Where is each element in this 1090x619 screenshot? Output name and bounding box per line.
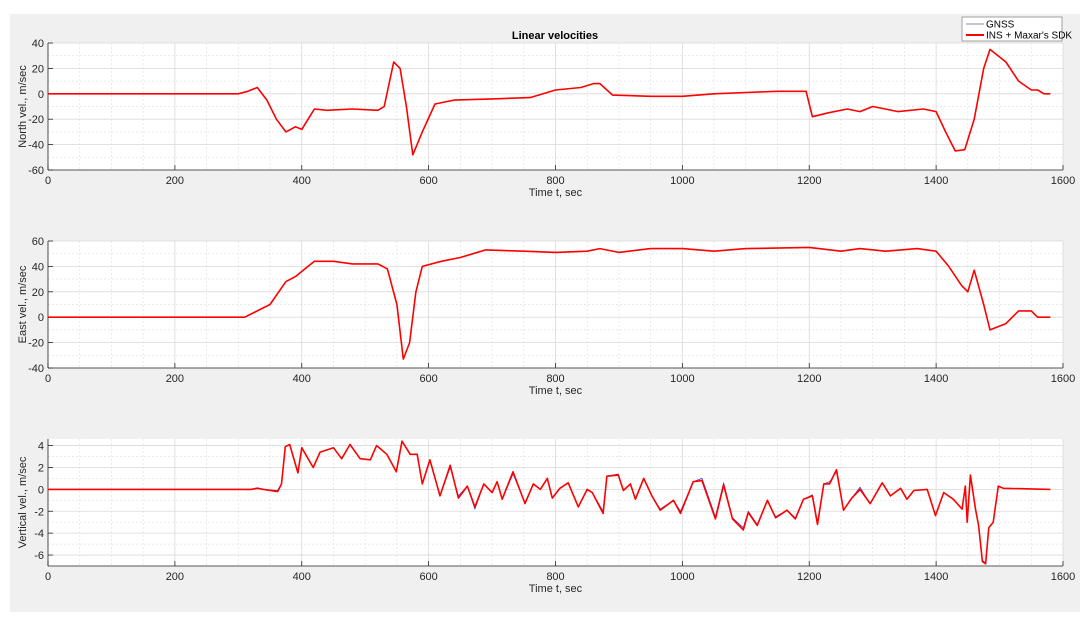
y-tick-label: -6 xyxy=(34,550,44,562)
y-tick-label: 4 xyxy=(38,441,44,453)
legend-gnss-label: GNSS xyxy=(986,20,1015,31)
x-tick-label: 0 xyxy=(45,175,51,187)
y-tick-label: -20 xyxy=(28,114,44,126)
y-tick-label: 40 xyxy=(32,261,44,273)
x-tick-label: 200 xyxy=(166,373,184,385)
y-tick-label: 20 xyxy=(32,63,44,75)
y-tick-label: 60 xyxy=(32,236,44,248)
x-tick-label: 1200 xyxy=(797,571,821,583)
y-tick-label: 0 xyxy=(38,484,44,496)
series-ins-line xyxy=(48,440,1051,565)
y-tick-label: -40 xyxy=(28,363,44,375)
x-tick-label: 1400 xyxy=(924,175,948,187)
series-ins-line xyxy=(48,48,1051,156)
y-tick-label: 20 xyxy=(32,287,44,299)
axes-1: 0 200 400 600 800 1000 1200 1400 1600 -60 -40 -20 0 2… xyxy=(17,38,1075,199)
series-ins-line xyxy=(48,246,1051,360)
x-tick-label: 1200 xyxy=(797,175,821,187)
y-axis-label: Vertical vel., m/sec xyxy=(17,456,29,548)
legend-box xyxy=(961,16,1063,42)
x-tick-label: 0 xyxy=(45,571,51,583)
x-tick-label: 1400 xyxy=(924,571,948,583)
x-tick-label: 1600 xyxy=(1051,571,1075,583)
y-tick-label: -20 xyxy=(28,338,44,350)
x-axis-label: Time t, sec xyxy=(529,385,583,397)
y-axis-label: North vel., m/sec xyxy=(17,65,29,148)
y-tick-label: -4 xyxy=(34,528,44,540)
x-tick-label: 200 xyxy=(166,175,184,187)
y-tick-label: 40 xyxy=(32,38,44,50)
y-tick-label: 2 xyxy=(38,462,44,474)
y-tick-label: 0 xyxy=(38,89,44,101)
x-tick-label: 200 xyxy=(166,571,184,583)
x-tick-label: 400 xyxy=(293,175,311,187)
chart-title: Linear velocities xyxy=(512,30,598,42)
x-tick-label: 0 xyxy=(45,373,51,385)
x-tick-label: 800 xyxy=(546,373,564,385)
y-tick-label: -2 xyxy=(34,506,44,518)
x-tick-label: 600 xyxy=(419,373,437,385)
x-tick-label: 1600 xyxy=(1051,373,1075,385)
x-tick-label: 1000 xyxy=(670,571,694,583)
legend-ins-label: INS + Maxar's SDK xyxy=(986,31,1072,42)
x-tick-label: 400 xyxy=(293,571,311,583)
x-axis-label: Time t, sec xyxy=(529,187,583,199)
y-tick-label: -60 xyxy=(28,165,44,177)
x-tick-label: 800 xyxy=(546,571,564,583)
y-tick-label: -40 xyxy=(28,140,44,152)
x-tick-label: 1600 xyxy=(1051,175,1075,187)
y-tick-label: 0 xyxy=(38,312,44,324)
x-tick-label: 1400 xyxy=(924,373,948,385)
x-tick-label: 400 xyxy=(293,373,311,385)
x-tick-label: 600 xyxy=(419,571,437,583)
axes-3: 0 200 400 600 800 1000 1200 1400 1600 -6 -4 -2 0 2 4 Ti… xyxy=(17,439,1075,595)
x-tick-label: 1000 xyxy=(670,175,694,187)
legend[interactable]: GNSS INS + Maxar's SDK xyxy=(961,16,1072,42)
x-axis-label: Time t, sec xyxy=(529,583,583,595)
x-tick-label: 800 xyxy=(546,175,564,187)
y-axis-label: East vel., m/sec xyxy=(17,265,29,343)
x-tick-label: 600 xyxy=(419,175,437,187)
x-tick-label: 1000 xyxy=(670,373,694,385)
x-tick-label: 1200 xyxy=(797,373,821,385)
axes-2: 0 200 400 600 800 1000 1200 1400 1600 -40 -20 0 20 40… xyxy=(17,236,1075,397)
